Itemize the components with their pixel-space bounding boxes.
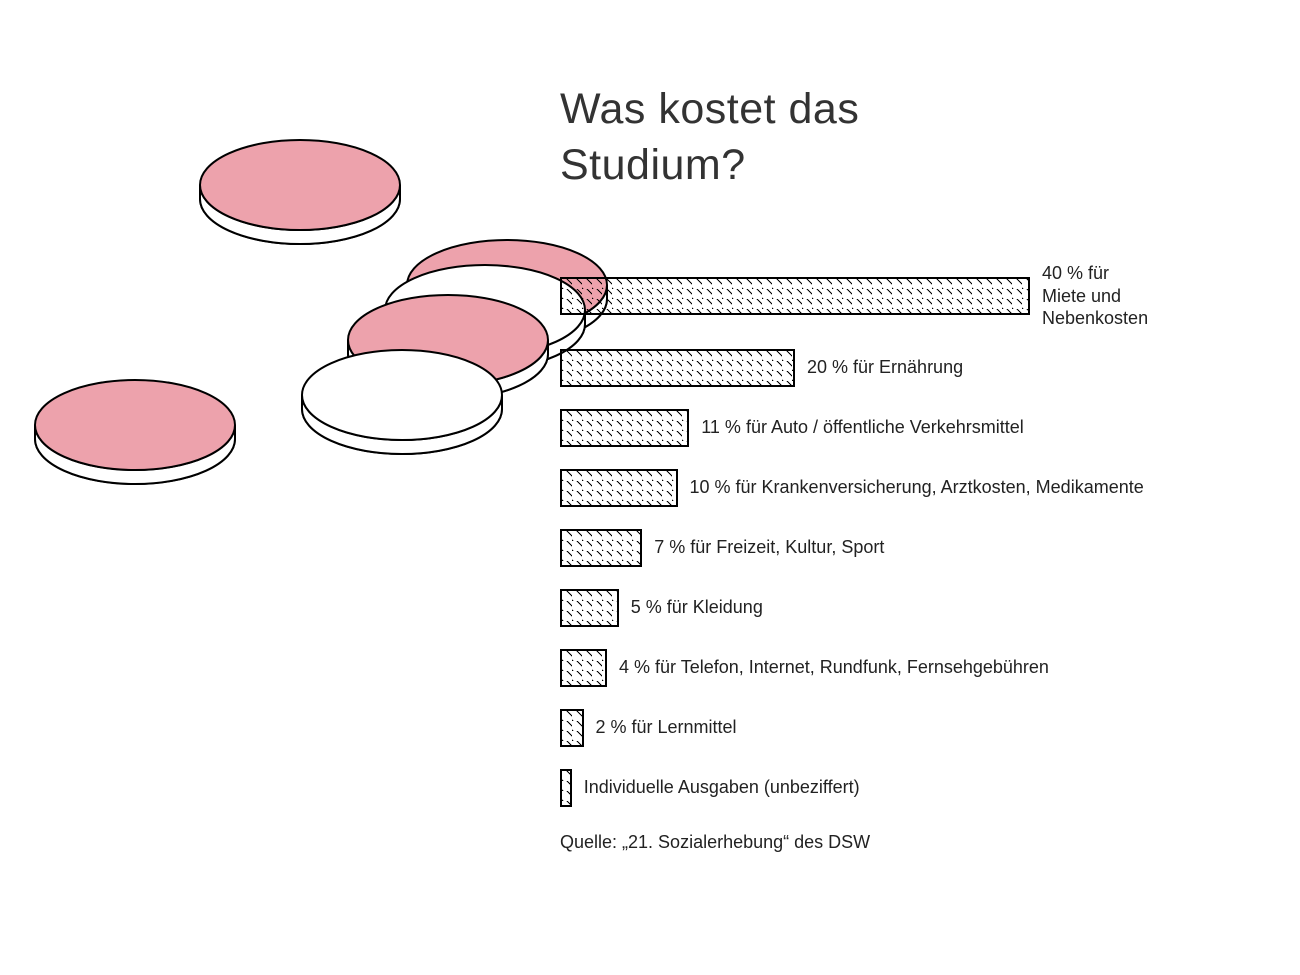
bar	[560, 709, 584, 747]
coin-icon	[35, 380, 235, 484]
bar-row: 5 % für Kleidung	[560, 586, 1280, 630]
bar-row: 20 % für Ernährung	[560, 346, 1280, 390]
bar-label: 2 % für Lernmittel	[596, 716, 737, 739]
bar-label: Individuelle Ausgaben (unbeziffert)	[584, 776, 860, 799]
bar-label: 20 % für Ernährung	[807, 356, 963, 379]
bar	[560, 649, 607, 687]
source-text: Quelle: „21. Sozialerhebung“ des DSW	[560, 832, 1280, 853]
coin-icon	[302, 350, 502, 454]
bar-row: 11 % für Auto / öffentliche Verkehrsmitt…	[560, 406, 1280, 450]
bar	[560, 589, 619, 627]
bar-row: 40 % fürMiete undNebenkosten	[560, 262, 1280, 330]
bar-chart: 40 % fürMiete undNebenkosten 20 % für Ern…	[560, 262, 1280, 853]
bar	[560, 409, 689, 447]
bar-row: 4 % für Telefon, Internet, Rundfunk, Fer…	[560, 646, 1280, 690]
coins-illustration	[0, 0, 620, 520]
coin-icon	[200, 140, 400, 244]
bar-row: 2 % für Lernmittel	[560, 706, 1280, 750]
bar-label: 40 % fürMiete undNebenkosten	[1042, 262, 1148, 330]
bar-label: 4 % für Telefon, Internet, Rundfunk, Fer…	[619, 656, 1049, 679]
bar-row: Individuelle Ausgaben (unbeziffert)	[560, 766, 1280, 810]
bar-label: 5 % für Kleidung	[631, 596, 763, 619]
title-line-1: Was kostet das	[560, 85, 859, 133]
bar-label: 11 % für Auto / öffentliche Verkehrsmitt…	[701, 416, 1024, 439]
coin-icon	[385, 265, 585, 369]
bar-row: 7 % für Freizeit, Kultur, Sport	[560, 526, 1280, 570]
title-line-2: Studium?	[560, 141, 746, 189]
bar-row: 10 % für Krankenversicherung, Arztkosten…	[560, 466, 1280, 510]
bar	[560, 349, 795, 387]
page-title: Was kostet das Studium?	[560, 82, 859, 194]
bar	[560, 469, 678, 507]
bar	[560, 529, 642, 567]
bar	[560, 277, 1030, 315]
coin-icon	[348, 295, 548, 399]
bar-label: 10 % für Krankenversicherung, Arztkosten…	[690, 476, 1144, 499]
bar	[560, 769, 572, 807]
bar-label: 7 % für Freizeit, Kultur, Sport	[654, 536, 884, 559]
